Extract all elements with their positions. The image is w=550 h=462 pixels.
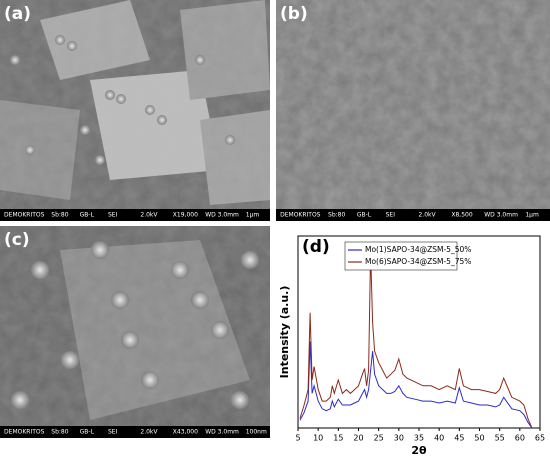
x-tick-label: 30 xyxy=(394,434,404,443)
legend-label: Mo(1)SAPO-34@ZSM-5_50% xyxy=(365,245,471,254)
info-text: SEI xyxy=(108,429,118,436)
info-text: X43,000 xyxy=(173,429,198,436)
sem-image-a xyxy=(0,0,270,209)
info-text: 1μm xyxy=(525,212,539,219)
info-text: X19,000 xyxy=(173,212,198,219)
legend-label: Mo(6)SAPO-34@ZSM-5_75% xyxy=(365,257,471,266)
panel-label: (d) xyxy=(302,237,330,257)
x-tick-label: 55 xyxy=(495,434,505,443)
x-tick-label: 50 xyxy=(474,434,484,443)
info-text: Sb:80 xyxy=(51,212,68,219)
info-text: X8,500 xyxy=(451,212,472,219)
x-tick-label: 65 xyxy=(535,434,545,443)
info-text: GB-L xyxy=(80,212,95,219)
info-text: 100nm xyxy=(246,429,267,436)
info-text: SEI xyxy=(386,212,396,219)
info-text: GB-L xyxy=(80,429,95,436)
sem-image-b xyxy=(276,0,550,209)
x-tick-label: 35 xyxy=(414,434,424,443)
x-tick-label: 40 xyxy=(434,434,444,443)
info-bar-bg xyxy=(0,209,270,221)
info-bar-bg xyxy=(276,209,550,221)
x-tick-label: 20 xyxy=(353,434,363,443)
sem-image-c xyxy=(0,226,270,426)
info-text: Sb:80 xyxy=(328,212,345,219)
info-text: DEMOKRITOS xyxy=(4,212,45,219)
info-text: GB-L xyxy=(357,212,372,219)
info-text: SEI xyxy=(108,212,118,219)
info-text: 2.0kV xyxy=(140,429,158,436)
info-text: WD 3.0mm xyxy=(484,212,518,219)
info-bar: DEMOKRITOS Sb:80 GB-L SEI 2.0kV X8,500 WD 3.0m… xyxy=(276,209,550,221)
panel-label: (c) xyxy=(4,230,30,250)
info-text: WD 3.0mm xyxy=(205,429,239,436)
series-line xyxy=(299,341,533,429)
x-tick-label: 25 xyxy=(374,434,384,443)
info-text: WD 3.0mm xyxy=(205,212,239,219)
series-line xyxy=(299,251,533,429)
x-tick-label: 45 xyxy=(454,434,464,443)
info-bar: DEMOKRITOS Sb:80 GB-L SEI 2.0kV X43,000 WD 3.0… xyxy=(0,426,270,438)
info-bar-bg xyxy=(0,426,270,438)
info-text: DEMOKRITOS xyxy=(280,212,321,219)
info-text: 2.0kV xyxy=(418,212,436,219)
info-text: Sb:80 xyxy=(51,429,68,436)
y-axis-label: Intensity (a.u.) xyxy=(278,286,291,379)
x-axis-label: 2θ xyxy=(411,444,427,457)
info-bar: DEMOKRITOS Sb:80 GB-L SEI 2.0kV X19,000 WD 3.0… xyxy=(0,209,270,221)
legend-box xyxy=(344,241,458,271)
info-text: DEMOKRITOS xyxy=(4,429,45,436)
panel-label: (b) xyxy=(280,4,308,24)
x-tick-label: 10 xyxy=(313,434,323,443)
x-tick-label: 15 xyxy=(333,434,343,443)
panel-label: (a) xyxy=(4,4,31,24)
info-text: 1μm xyxy=(246,212,260,219)
x-tick-label: 60 xyxy=(515,434,525,443)
x-tick-label: 5 xyxy=(295,434,300,443)
info-text: 2.0kV xyxy=(140,212,158,219)
